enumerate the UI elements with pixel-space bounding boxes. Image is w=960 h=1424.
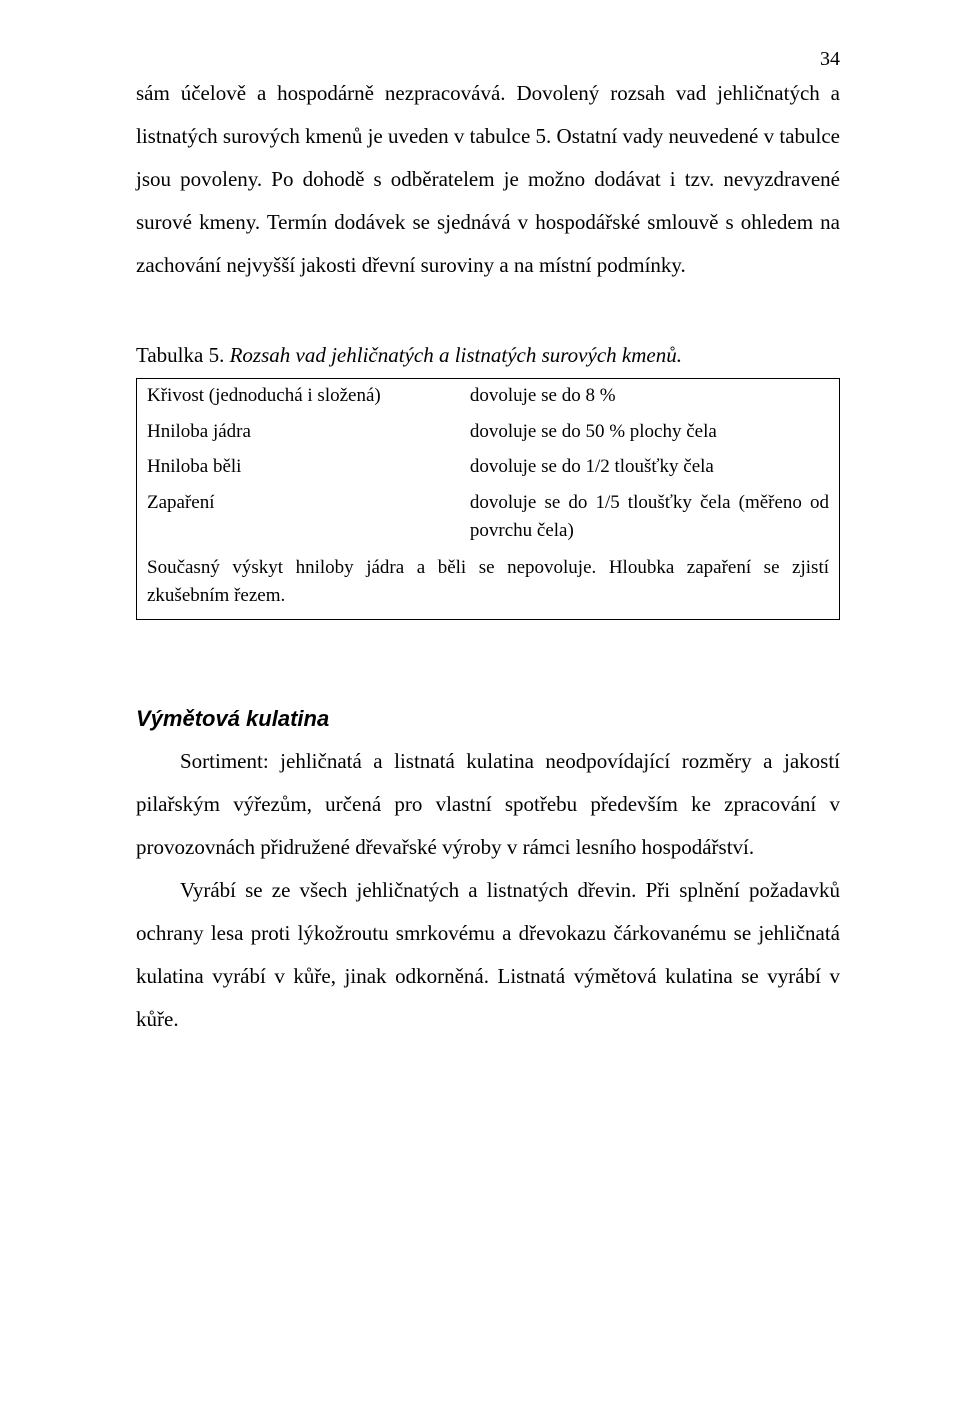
cell-right: dovoluje se do 1/2 tloušťky čela (460, 450, 840, 486)
page-number: 34 (820, 48, 840, 71)
section-heading: Výmětová kulatina (136, 706, 840, 732)
table-caption-label: Tabulka 5. (136, 343, 224, 367)
cell-left: Hniloba jádra (137, 415, 460, 451)
cell-left: Hniloba běli (137, 450, 460, 486)
paragraph-2: Sortiment: jehličnatá a listnatá kulatin… (136, 740, 840, 869)
cell-left: Zapaření (137, 486, 460, 550)
paragraph-1: sám účelově a hospodárně nezpracovává. D… (136, 72, 840, 287)
cell-right: dovoluje se do 1/5 tloušťky čela (měřeno… (460, 486, 840, 550)
table-row: Zapaření dovoluje se do 1/5 tloušťky čel… (137, 486, 840, 550)
page: 34 sám účelově a hospodárně nezpracovává… (0, 0, 960, 1424)
table-caption-text: Rozsah vad jehličnatých a listnatých sur… (224, 343, 682, 367)
defects-table: Křivost (jednoduchá i složená) dovoluje … (136, 378, 840, 620)
cell-right: dovoluje se do 50 % plochy čela (460, 415, 840, 451)
paragraph-3: Vyrábí se ze všech jehličnatých a listna… (136, 869, 840, 1041)
table-row: Hniloba jádra dovoluje se do 50 % plochy… (137, 415, 840, 451)
table-row: Hniloba běli dovoluje se do 1/2 tloušťky… (137, 450, 840, 486)
table-caption: Tabulka 5. Rozsah vad jehličnatých a lis… (136, 343, 840, 368)
cell-right: dovoluje se do 8 % (460, 379, 840, 415)
table-footnote: Současný výskyt hniloby jádra a běli se … (137, 550, 840, 620)
cell-left: Křivost (jednoduchá i složená) (137, 379, 460, 415)
table-row-footnote: Současný výskyt hniloby jádra a běli se … (137, 550, 840, 620)
table-row: Křivost (jednoduchá i složená) dovoluje … (137, 379, 840, 415)
